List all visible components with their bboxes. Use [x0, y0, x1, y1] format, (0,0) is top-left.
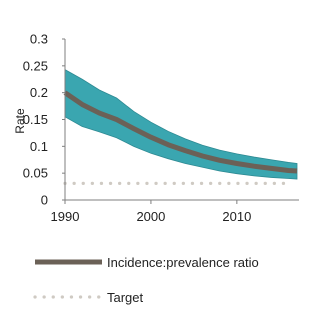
y-axis-label: Rate	[13, 108, 27, 134]
confidence-band	[64, 68, 298, 180]
axes: 0 0.05 0.1 0.15 0.2 0.25 0.3 1990 2000 2010 Rate	[13, 32, 299, 224]
y-tick-label: 0	[41, 193, 48, 208]
y-tick-label: 0.15	[23, 112, 48, 127]
legend-label-incidence-prevalence-ratio: Incidence:prevalence ratio	[107, 255, 259, 270]
x-tick-label: 2010	[222, 209, 251, 224]
legend-label-target: Target	[107, 290, 144, 305]
y-tick-label: 0.25	[23, 58, 48, 73]
x-tick-label: 1990	[51, 209, 80, 224]
x-tick-label: 2000	[136, 209, 165, 224]
series-line-incidence-prevalence-ratio	[63, 90, 298, 174]
y-tick-label: 0.1	[30, 139, 48, 154]
y-tick-label: 0.2	[30, 85, 48, 100]
legend: Incidence:prevalence ratio Target	[33, 255, 259, 305]
y-tick-label: 0.3	[30, 32, 48, 47]
plot-area	[63, 68, 298, 185]
y-tick-label: 0.05	[23, 166, 48, 181]
